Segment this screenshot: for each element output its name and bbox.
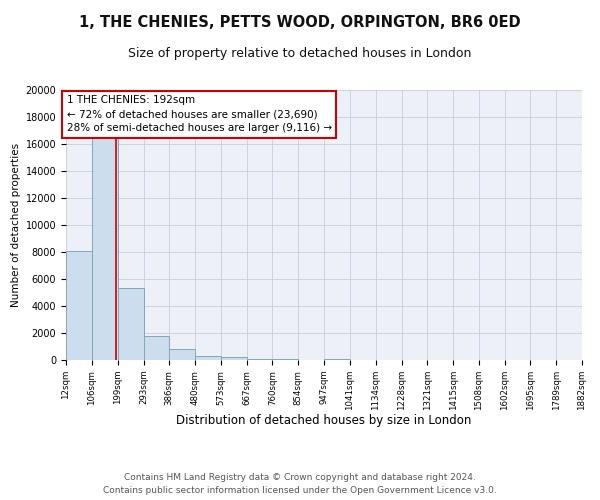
Bar — [66, 250, 92, 360]
Bar — [195, 356, 221, 360]
Text: 1, THE CHENIES, PETTS WOOD, ORPINGTON, BR6 0ED: 1, THE CHENIES, PETTS WOOD, ORPINGTON, B… — [79, 15, 521, 30]
Text: Contains HM Land Registry data © Crown copyright and database right 2024.
Contai: Contains HM Land Registry data © Crown c… — [103, 474, 497, 495]
Bar — [221, 358, 247, 360]
Bar — [92, 137, 118, 360]
Bar — [118, 288, 143, 360]
Bar — [324, 358, 350, 360]
Text: 1 THE CHENIES: 192sqm
← 72% of detached houses are smaller (23,690)
28% of semi-: 1 THE CHENIES: 192sqm ← 72% of detached … — [67, 96, 332, 134]
Text: Size of property relative to detached houses in London: Size of property relative to detached ho… — [128, 48, 472, 60]
Bar — [169, 349, 195, 360]
Bar — [247, 358, 272, 360]
Bar — [143, 336, 169, 360]
X-axis label: Distribution of detached houses by size in London: Distribution of detached houses by size … — [176, 414, 472, 428]
Y-axis label: Number of detached properties: Number of detached properties — [11, 143, 22, 307]
Bar — [272, 358, 298, 360]
